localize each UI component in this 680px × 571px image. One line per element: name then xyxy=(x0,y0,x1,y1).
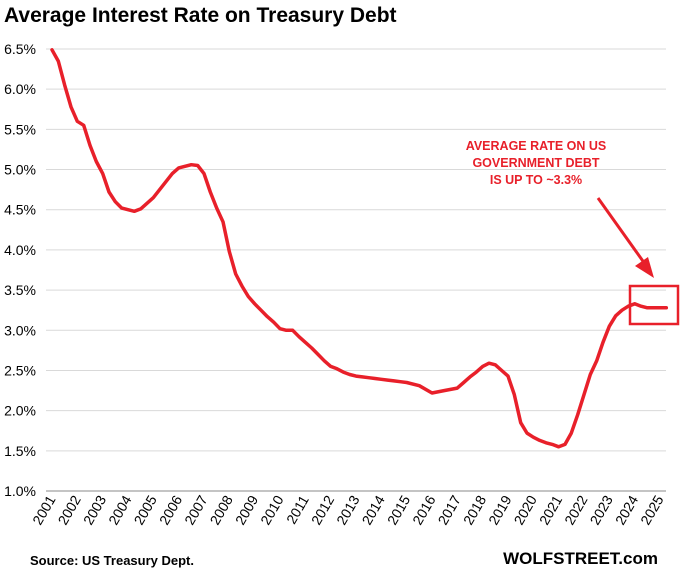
x-tick-label: 2004 xyxy=(105,492,135,527)
annotation-line-3: IS UP TO ~3.3% xyxy=(489,173,583,187)
y-tick-label: 2.0% xyxy=(4,403,36,419)
x-tick-label: 2016 xyxy=(409,492,439,527)
y-tick-label: 6.5% xyxy=(4,41,36,57)
x-tick-label: 2014 xyxy=(358,492,388,527)
x-tick-label: 2010 xyxy=(257,492,287,527)
x-tick-label: 2021 xyxy=(536,492,566,527)
x-tick-label: 2015 xyxy=(384,492,414,527)
x-tick-label: 2017 xyxy=(434,492,464,527)
highlight-box xyxy=(628,284,680,326)
chart-title: Average Interest Rate on Treasury Debt xyxy=(4,4,397,27)
x-tick-label: 2024 xyxy=(612,492,642,527)
brand-logo-text: WOLFSTREET.com xyxy=(503,549,658,568)
y-tick-label: 4.5% xyxy=(4,202,36,218)
x-tick-label: 2007 xyxy=(181,492,211,527)
y-tick-label: 1.5% xyxy=(4,443,36,459)
y-axis-ticks: 1.0% 1.5% 2.0% 2.5% 3.0% 3.5% 4.0% 4.5% 5.0% 5.5%… xyxy=(4,41,36,499)
y-tick-label: 1.0% xyxy=(4,483,36,499)
x-tick-label: 2008 xyxy=(206,492,236,527)
x-tick-label: 2003 xyxy=(80,492,110,527)
x-tick-label: 2009 xyxy=(232,492,262,527)
annotation-line-1: AVERAGE RATE ON US xyxy=(465,139,607,153)
x-tick-label: 2002 xyxy=(54,492,84,527)
x-axis-ticks: 2001200220032004200520062007200820092010… xyxy=(29,492,667,527)
annotation-line-2: GOVERNMENT DEBT xyxy=(472,156,600,170)
series-line xyxy=(50,48,669,449)
x-tick-label: 2006 xyxy=(156,492,186,527)
y-tick-label: 3.5% xyxy=(4,282,36,298)
y-tick-label: 4.0% xyxy=(4,242,36,258)
x-tick-label: 2012 xyxy=(308,492,338,527)
x-tick-label: 2019 xyxy=(485,492,515,527)
x-tick-label: 2020 xyxy=(510,492,540,527)
x-tick-label: 2023 xyxy=(586,492,616,527)
y-tick-label: 2.5% xyxy=(4,362,36,378)
y-tick-label: 5.5% xyxy=(4,121,36,137)
y-tick-label: 3.0% xyxy=(4,322,36,338)
x-tick-label: 2005 xyxy=(130,492,160,527)
x-tick-label: 2018 xyxy=(460,492,490,527)
annotation-arrowhead xyxy=(635,257,654,278)
source-note: Source: US Treasury Dept. xyxy=(30,553,194,568)
y-tick-label: 6.0% xyxy=(4,81,36,97)
y-tick-label: 5.0% xyxy=(4,162,36,178)
x-tick-label: 2022 xyxy=(561,492,591,527)
x-tick-label: 2011 xyxy=(283,492,312,526)
x-tick-label: 2013 xyxy=(333,492,363,527)
annotation-arrow xyxy=(596,197,647,265)
x-tick-label: 2025 xyxy=(637,492,667,527)
gridlines xyxy=(46,48,666,492)
annotation-text: AVERAGE RATE ON US GOVERNMENT DEBT IS UP… xyxy=(446,138,626,189)
